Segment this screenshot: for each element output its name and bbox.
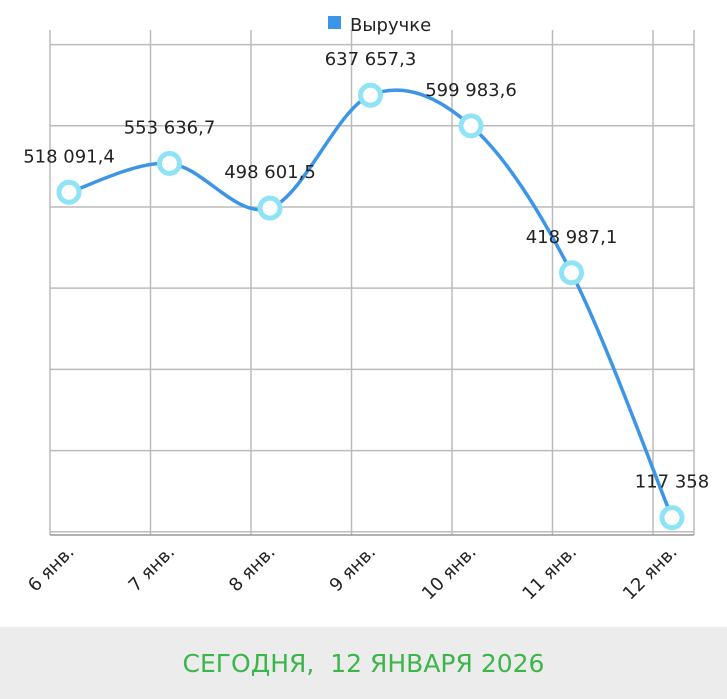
footer-date: СЕГОДНЯ, 12 ЯНВАРЯ 2026: [0, 627, 727, 699]
x-tick-label: 11 янв.: [518, 542, 581, 605]
x-tick-label: 6 янв.: [24, 542, 79, 597]
x-tick-label: 12 янв.: [619, 542, 682, 605]
x-tick-label: 10 янв.: [418, 542, 481, 605]
x-tick-label: 8 янв.: [225, 542, 280, 597]
point: [559, 260, 584, 286]
x-tick-label: 7 янв.: [125, 542, 180, 597]
data-label: 418 987,1: [526, 227, 618, 248]
legend-swatch: [328, 16, 341, 29]
point: [157, 150, 182, 176]
chart: Выручке 6 янв. 7 янв. 8 янв. 9 янв. 10 янв. 11…: [23, 15, 709, 605]
data-label: 518 091,4: [23, 146, 115, 167]
data-label: 637 657,3: [325, 49, 417, 70]
data-label: 599 983,6: [425, 80, 517, 101]
data-label: 553 636,7: [124, 117, 216, 138]
point: [56, 179, 82, 205]
x-tick-label: 9 янв.: [326, 542, 381, 597]
data-label: 117 358: [635, 472, 709, 493]
point: [458, 113, 484, 139]
line: [68, 88, 674, 519]
point: [257, 195, 283, 221]
legend-label: Выручке: [350, 15, 431, 36]
data-label: 498 601,5: [224, 162, 316, 183]
point: [358, 82, 383, 108]
point: [659, 505, 685, 531]
